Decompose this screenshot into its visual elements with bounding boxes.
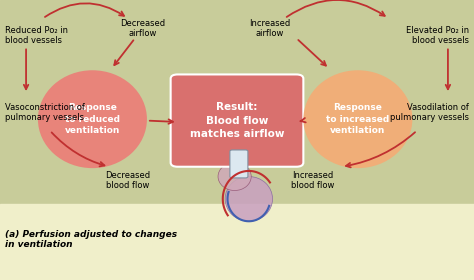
Text: Increased
blood flow: Increased blood flow bbox=[291, 171, 335, 190]
Text: Response
to increased
ventilation: Response to increased ventilation bbox=[326, 103, 390, 136]
FancyBboxPatch shape bbox=[171, 74, 303, 167]
Text: Increased
airflow: Increased airflow bbox=[249, 18, 291, 38]
Ellipse shape bbox=[303, 70, 412, 168]
Ellipse shape bbox=[38, 70, 147, 168]
Bar bbox=[0, 0, 474, 204]
Bar bbox=[0, 204, 474, 280]
Text: Vasodilation of
pulmonary vessels: Vasodilation of pulmonary vessels bbox=[390, 102, 469, 122]
Text: Result:
Blood flow
matches airflow: Result: Blood flow matches airflow bbox=[190, 102, 284, 139]
FancyBboxPatch shape bbox=[230, 150, 248, 178]
Text: Reduced Po₂ in
blood vessels: Reduced Po₂ in blood vessels bbox=[5, 25, 68, 45]
Text: Vasoconstriction of
pulmonary vessels: Vasoconstriction of pulmonary vessels bbox=[5, 102, 85, 122]
Text: Response
to reduced
ventilation: Response to reduced ventilation bbox=[65, 103, 120, 136]
Ellipse shape bbox=[225, 176, 273, 221]
Text: (a) Perfusion adjusted to changes
in ventilation: (a) Perfusion adjusted to changes in ven… bbox=[5, 230, 177, 249]
Text: Decreased
blood flow: Decreased blood flow bbox=[105, 171, 151, 190]
Text: Elevated Po₂ in
blood vessels: Elevated Po₂ in blood vessels bbox=[406, 25, 469, 45]
Text: Decreased
airflow: Decreased airflow bbox=[119, 18, 165, 38]
Ellipse shape bbox=[218, 163, 251, 190]
